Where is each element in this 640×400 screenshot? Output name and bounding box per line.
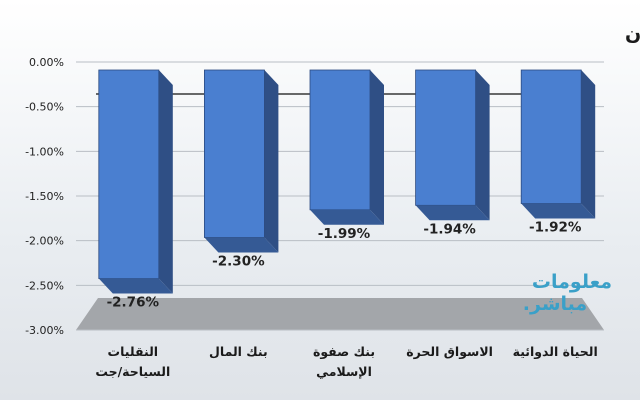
data-label: -2.76% [107, 295, 160, 311]
bar [98, 69, 160, 279]
x-tick-label: النقليات [108, 344, 159, 359]
x-tick-label: الحياة الدوائية [513, 344, 598, 359]
x-tick-label: بنك صفوة [313, 344, 375, 359]
chart-floor [76, 298, 604, 330]
logo-line2: مباشر. [523, 293, 587, 315]
bar-side [264, 70, 279, 253]
y-tick-label: -0.50% [25, 101, 64, 114]
bar-base [415, 205, 490, 221]
brand-logo: معلومات مباشر. [523, 271, 612, 315]
bar-base [98, 278, 173, 294]
y-tick-label: -2.00% [25, 235, 64, 248]
y-tick-label: -2.50% [25, 279, 64, 292]
y-tick-label: -1.00% [25, 145, 64, 158]
x-tick-label: الاسواق الحرة [406, 344, 493, 359]
bar [520, 69, 582, 204]
bar-base [521, 203, 596, 219]
x-tick-label: بنك المال [209, 344, 268, 359]
x-tick-label: السياحة/جت [95, 364, 170, 379]
chart-floor-layer [76, 298, 604, 330]
bar-side [370, 70, 384, 225]
chart-title: أكثر 5 أسهم متراجعة ببورصة عمّان [625, 21, 640, 45]
labels-layer: 0.00% -0.50% -1.00% -1.50% -2.00% -2.50% -3.00… [25, 56, 598, 379]
data-label: -1.99% [318, 226, 371, 242]
y-tick-label: -1.50% [25, 190, 64, 203]
data-label: -1.94% [423, 221, 476, 237]
y-tick-label: -3.00% [25, 324, 64, 337]
bar [309, 69, 371, 211]
x-tick-label: الإسلامي [316, 364, 372, 379]
bar-base [310, 209, 384, 225]
logo-line1: معلومات [532, 271, 612, 293]
bar [415, 69, 477, 206]
bars-layer [98, 69, 596, 294]
bar-side [158, 70, 173, 294]
bar-base [204, 237, 279, 253]
bar-side [581, 70, 596, 219]
bar [203, 69, 265, 238]
data-label: -1.92% [529, 220, 582, 236]
bar-side [475, 70, 490, 221]
y-tick-label: 0.00% [29, 56, 64, 69]
data-label: -2.30% [212, 253, 265, 269]
